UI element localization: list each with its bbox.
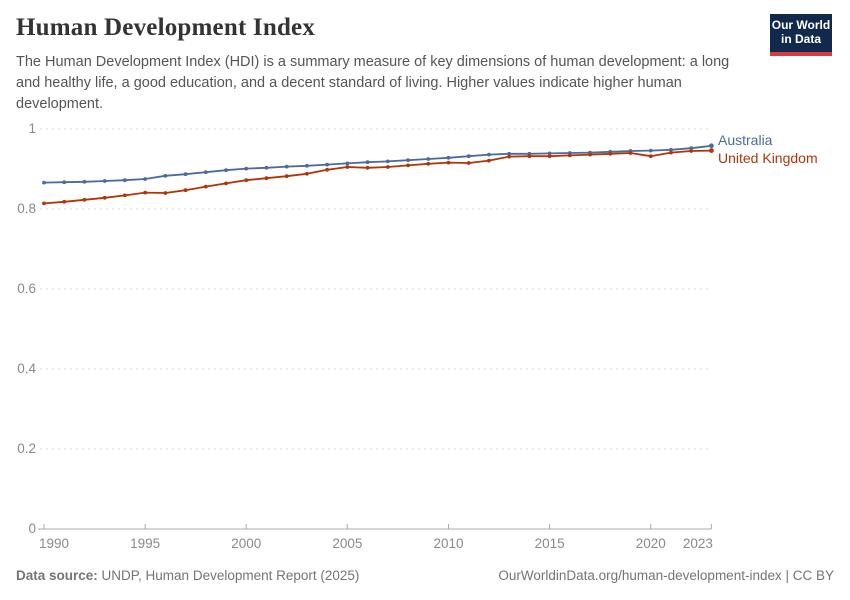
data-point-united-kingdom-1995[interactable] [143,190,148,195]
data-point-australia-1993[interactable] [102,179,107,183]
data-point-australia-2021[interactable] [669,147,673,152]
data-point-united-kingdom-2001[interactable] [264,176,269,181]
data-point-united-kingdom-1999[interactable] [224,181,228,186]
data-point-united-kingdom-1998[interactable] [203,184,208,189]
page-title: Human Development Index [16,14,316,41]
x-tick-label-2010: 2010 [433,536,464,551]
data-source-note: Data source: UNDP, Human Development Rep… [16,568,359,583]
data-point-united-kingdom-2011[interactable] [466,161,471,165]
x-tick-label-2005: 2005 [332,536,363,551]
data-point-united-kingdom-1997[interactable] [183,188,188,193]
data-point-australia-1994[interactable] [122,178,127,183]
data-point-united-kingdom-2006[interactable] [365,165,370,170]
data-point-united-kingdom-2005[interactable] [345,165,350,169]
data-point-united-kingdom-2007[interactable] [385,165,390,169]
data-point-united-kingdom-1996[interactable] [163,191,168,195]
data-point-united-kingdom-2020[interactable] [648,154,653,159]
data-point-united-kingdom-2002[interactable] [284,174,289,179]
data-source-text: UNDP, Human Development Report (2025) [97,568,360,583]
y-tick-label-0.8: 0.8 [17,201,36,216]
data-point-australia-2003[interactable] [305,163,309,168]
data-point-united-kingdom-1993[interactable] [102,195,107,200]
data-point-australia-2005[interactable] [345,161,350,166]
data-point-australia-2015[interactable] [547,151,552,156]
y-tick-label-0.4: 0.4 [17,361,36,376]
data-point-australia-2001[interactable] [264,165,269,170]
data-source-label: Data source: [16,568,98,583]
data-point-australia-1996[interactable] [163,173,168,178]
y-tick-label-0.6: 0.6 [17,281,36,296]
data-point-united-kingdom-2022[interactable] [689,149,694,153]
data-point-australia-1995[interactable] [143,177,148,181]
data-point-australia-2000[interactable] [244,166,249,171]
x-tick-label-2023: 2023 [682,536,713,551]
chart-subtitle: The Human Development Index (HDI) is a s… [16,54,730,113]
legend-label-united-kingdom[interactable]: United Kingdom [718,150,818,166]
data-point-australia-2013[interactable] [507,151,512,156]
data-point-united-kingdom-2021[interactable] [669,150,673,155]
data-point-united-kingdom-2012[interactable] [487,158,491,163]
data-point-united-kingdom-1994[interactable] [122,193,127,198]
data-point-australia-2009[interactable] [426,157,431,161]
data-point-australia-2007[interactable] [385,159,390,164]
data-point-australia-1991[interactable] [62,180,67,185]
data-point-united-kingdom-2013[interactable] [507,154,512,159]
y-tick-label-0: 0 [28,521,36,536]
data-point-united-kingdom-2016[interactable] [567,153,572,158]
owid-logo-line2: in Data [780,32,821,46]
data-point-australia-2011[interactable] [466,154,471,159]
data-point-united-kingdom-2015[interactable] [547,154,552,159]
x-tick-label-2020: 2020 [635,536,666,551]
data-point-united-kingdom-2010[interactable] [446,160,451,165]
data-point-australia-1998[interactable] [203,170,208,175]
data-point-united-kingdom-2017[interactable] [588,152,592,157]
data-point-australia-1992[interactable] [82,179,87,184]
x-tick-label-1990: 1990 [39,536,70,551]
data-point-united-kingdom-2018[interactable] [608,151,613,156]
data-point-united-kingdom-1990[interactable] [42,201,46,206]
x-tick-label-1995: 1995 [130,536,161,551]
data-point-australia-2006[interactable] [365,160,370,165]
y-tick-label-0.2: 0.2 [17,441,36,456]
data-point-australia-1990[interactable] [42,180,46,185]
data-point-united-kingdom-2014[interactable] [527,154,532,159]
x-tick-label-2015: 2015 [534,536,565,551]
data-point-united-kingdom-2003[interactable] [305,171,309,176]
data-point-australia-1997[interactable] [183,172,188,177]
data-point-australia-2023[interactable] [709,143,714,149]
series-line-united-kingdom[interactable] [43,149,712,205]
x-tick-label-2000: 2000 [231,536,262,551]
data-point-united-kingdom-1992[interactable] [82,197,87,202]
y-tick-label-1: 1 [28,121,36,136]
data-point-australia-1999[interactable] [224,168,228,173]
data-point-united-kingdom-2008[interactable] [406,163,410,168]
data-point-australia-2002[interactable] [284,164,289,169]
owid-license-link[interactable]: OurWorldinData.org/human-development-ind… [498,568,834,583]
owid-logo-line1: Our World [771,18,831,33]
chart-footer: Data source: UNDP, Human Development Rep… [16,568,834,583]
data-point-australia-2012[interactable] [487,152,491,157]
data-point-australia-2022[interactable] [689,146,694,151]
data-point-australia-2010[interactable] [446,155,451,160]
data-point-australia-2020[interactable] [648,148,653,153]
data-point-united-kingdom-2000[interactable] [244,178,249,183]
data-point-united-kingdom-1991[interactable] [62,199,67,204]
data-point-united-kingdom-2019[interactable] [628,151,633,155]
data-point-australia-2008[interactable] [406,158,410,163]
data-point-united-kingdom-2004[interactable] [325,167,330,172]
legend-label-australia[interactable]: Australia [718,132,773,148]
data-point-australia-2004[interactable] [325,162,330,167]
series-line-australia[interactable] [43,144,712,184]
owid-logo[interactable]: Our World in Data [770,14,832,56]
data-point-united-kingdom-2009[interactable] [426,161,431,166]
data-point-united-kingdom-2023[interactable] [709,148,714,154]
